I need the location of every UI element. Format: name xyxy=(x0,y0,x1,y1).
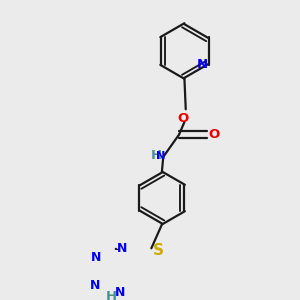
Text: N: N xyxy=(90,279,100,292)
Text: N: N xyxy=(115,286,125,299)
Text: S: S xyxy=(152,243,164,258)
Text: N: N xyxy=(91,251,101,264)
Text: H: H xyxy=(106,290,117,300)
Text: O: O xyxy=(178,112,189,125)
Text: N: N xyxy=(196,58,208,70)
Text: N: N xyxy=(156,151,166,161)
Text: H: H xyxy=(150,149,161,162)
Text: O: O xyxy=(208,128,220,141)
Text: N: N xyxy=(116,242,127,255)
